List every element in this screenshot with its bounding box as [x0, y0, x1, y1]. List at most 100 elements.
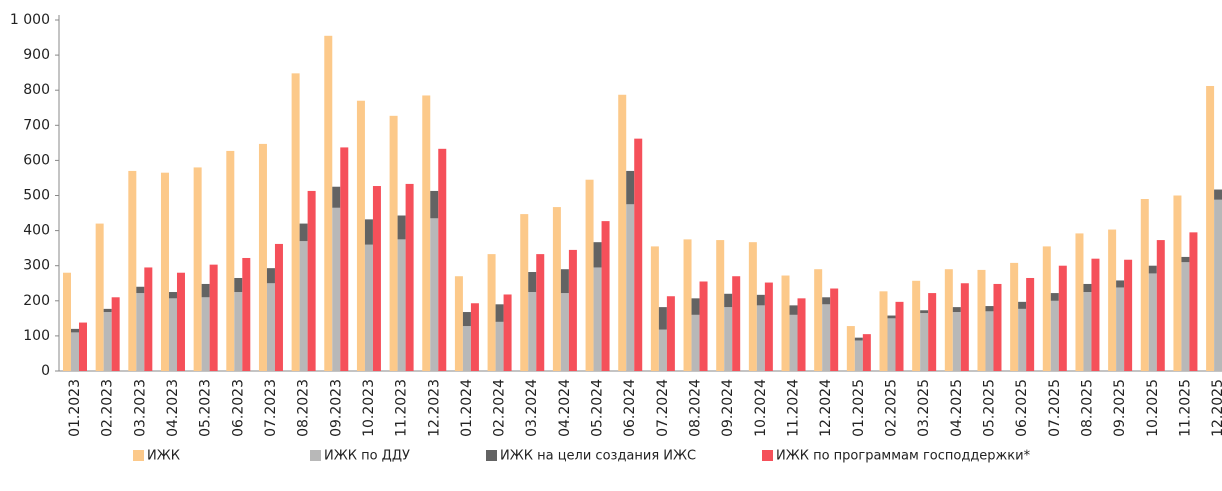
- bar: [332, 207, 341, 371]
- bar: [887, 315, 896, 319]
- bar: [985, 306, 994, 312]
- bar: [634, 138, 643, 371]
- bar: [71, 328, 79, 333]
- bar: [266, 283, 275, 371]
- bar: [103, 312, 112, 371]
- bar: [756, 305, 765, 371]
- bar: [781, 275, 790, 371]
- bar: [552, 207, 561, 371]
- bar: [1116, 280, 1125, 288]
- x-tick-label: 12.2024: [818, 379, 834, 437]
- bar: [1083, 283, 1092, 293]
- bar: [405, 183, 414, 371]
- x-tick-label: 06.2025: [1014, 379, 1030, 437]
- bar: [920, 310, 929, 314]
- bar: [797, 298, 806, 371]
- legend-swatch: [133, 450, 144, 461]
- bar: [503, 294, 512, 371]
- bar: [1156, 240, 1165, 371]
- bar: [822, 304, 831, 371]
- bar: [1010, 262, 1019, 371]
- bar: [756, 294, 765, 306]
- bar: [1058, 265, 1067, 371]
- bar: [95, 223, 104, 371]
- bar: [495, 304, 504, 322]
- bar: [1018, 308, 1027, 371]
- bar: [952, 307, 961, 313]
- bar: [144, 267, 153, 371]
- bar: [160, 172, 169, 371]
- bar: [650, 246, 659, 371]
- bar: [748, 242, 757, 371]
- bar: [977, 269, 986, 371]
- x-tick-label: 10.2025: [1145, 379, 1161, 437]
- bar: [724, 293, 733, 308]
- legend-swatch: [310, 450, 321, 461]
- bar: [274, 243, 283, 371]
- bar: [430, 190, 439, 219]
- x-tick-label: 08.2025: [1079, 379, 1095, 437]
- bar: [560, 269, 569, 294]
- bar: [944, 269, 953, 371]
- bar: [389, 115, 398, 371]
- bar: [626, 204, 635, 371]
- bar: [364, 219, 373, 245]
- bar: [985, 311, 994, 371]
- bar: [789, 305, 798, 315]
- bar: [764, 282, 773, 371]
- bar: [699, 281, 708, 371]
- bar: [993, 283, 1002, 371]
- x-tick-label: 01.2025: [851, 379, 867, 437]
- bar: [952, 312, 961, 371]
- bar: [136, 293, 145, 371]
- legend-label: ИЖК по ДДУ: [324, 449, 410, 464]
- bar: [291, 73, 300, 372]
- bar: [364, 244, 373, 371]
- bar: [226, 150, 235, 371]
- x-tick-label: 02.2023: [100, 379, 116, 437]
- bar: [960, 283, 969, 371]
- x-tick-label: 10.2024: [753, 379, 769, 437]
- bar: [666, 296, 675, 371]
- bar: [111, 297, 120, 371]
- bar: [71, 332, 79, 371]
- bar: [1206, 85, 1215, 371]
- bar: [560, 293, 569, 371]
- bar: [168, 298, 177, 371]
- bar: [520, 214, 529, 371]
- bar: [732, 276, 741, 371]
- bar: [626, 170, 635, 205]
- bar: [1091, 258, 1100, 371]
- x-tick-label: 07.2024: [655, 379, 671, 437]
- bar: [724, 307, 733, 371]
- bar: [822, 297, 831, 305]
- legend-swatch: [762, 450, 773, 461]
- x-tick-label: 04.2023: [165, 379, 181, 437]
- bar: [879, 291, 888, 371]
- y-tick-label: 600: [23, 152, 50, 168]
- x-tick-label: 08.2023: [296, 379, 312, 437]
- x-tick-label: 02.2024: [492, 379, 508, 437]
- bar: [1050, 300, 1059, 371]
- x-tick-label: 02.2025: [884, 379, 900, 437]
- bar: [920, 313, 929, 371]
- bar: [830, 288, 839, 371]
- bar: [585, 179, 594, 371]
- bar: [487, 254, 496, 371]
- bar: [470, 303, 479, 371]
- bar: [430, 218, 439, 371]
- bar: [528, 292, 537, 371]
- x-tick-label: 09.2024: [720, 379, 736, 437]
- x-tick-label: 01.2024: [459, 379, 475, 437]
- x-tick-label: 05.2023: [198, 379, 214, 437]
- x-tick-label: 03.2024: [524, 379, 540, 437]
- x-tick-label: 05.2025: [981, 379, 997, 437]
- bar: [234, 277, 243, 293]
- x-tick-label: 03.2023: [132, 379, 148, 437]
- bar: [372, 186, 381, 371]
- bar: [193, 167, 202, 371]
- bar: [307, 190, 316, 371]
- legend-swatch: [486, 450, 497, 461]
- y-tick-label: 0: [41, 363, 50, 379]
